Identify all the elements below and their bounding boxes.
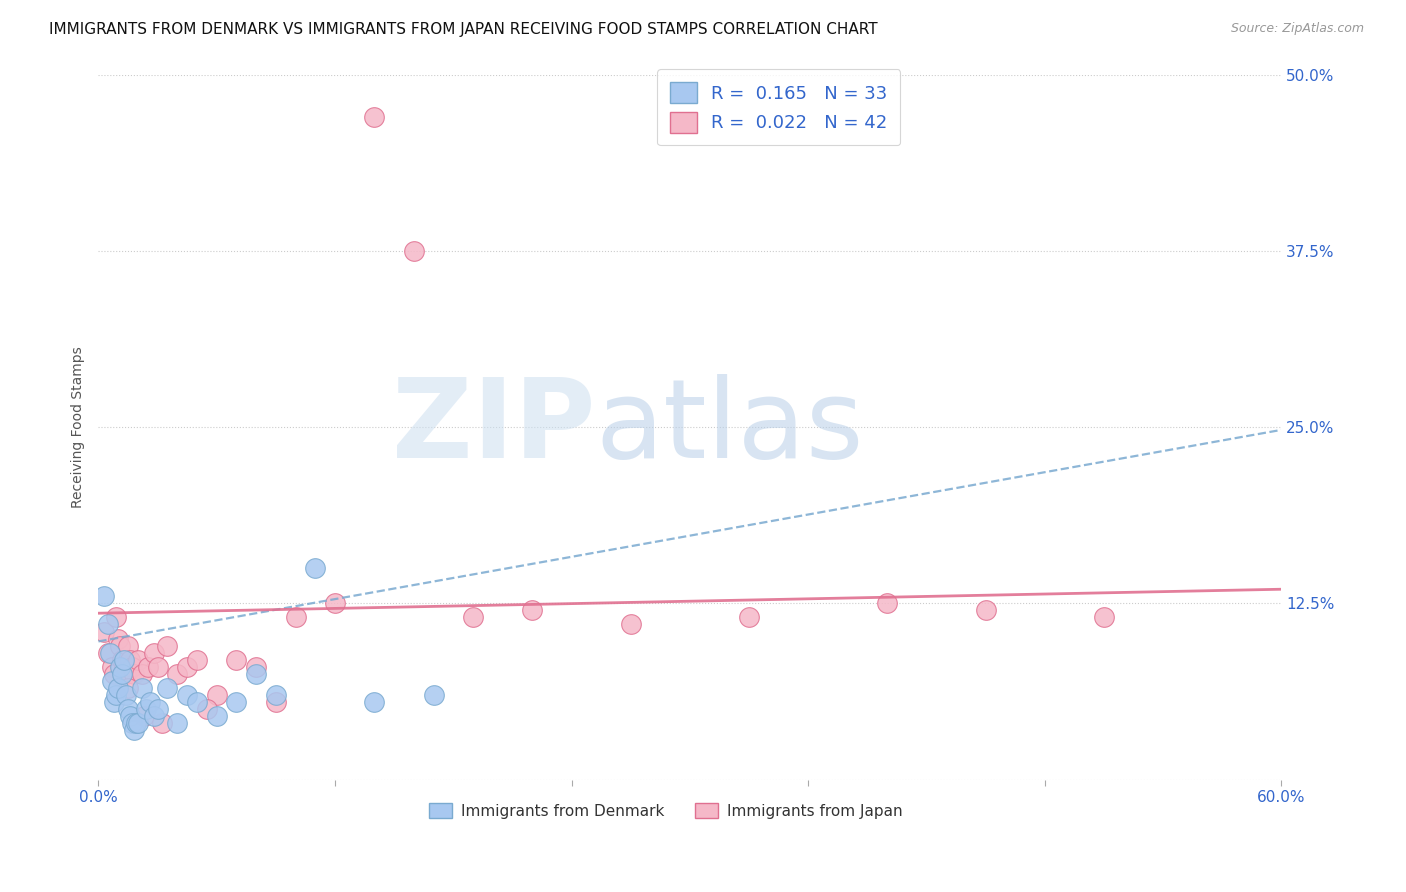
Point	[166, 666, 188, 681]
Point	[93, 589, 115, 603]
Point	[245, 666, 267, 681]
Point	[363, 110, 385, 124]
Point	[146, 702, 169, 716]
Point	[118, 709, 141, 723]
Point	[225, 695, 247, 709]
Text: Source: ZipAtlas.com: Source: ZipAtlas.com	[1230, 22, 1364, 36]
Point	[363, 695, 385, 709]
Point	[186, 695, 208, 709]
Point	[461, 610, 484, 624]
Point	[422, 688, 444, 702]
Point	[118, 653, 141, 667]
Point	[176, 660, 198, 674]
Point	[108, 660, 131, 674]
Point	[97, 617, 120, 632]
Point	[121, 716, 143, 731]
Point	[121, 660, 143, 674]
Point	[1092, 610, 1115, 624]
Point	[142, 709, 165, 723]
Point	[117, 702, 139, 716]
Point	[117, 681, 139, 695]
Point	[620, 617, 643, 632]
Point	[156, 639, 179, 653]
Point	[186, 653, 208, 667]
Point	[97, 646, 120, 660]
Point	[205, 688, 228, 702]
Point	[103, 695, 125, 709]
Point	[522, 603, 544, 617]
Point	[122, 666, 145, 681]
Point	[112, 660, 135, 674]
Point	[131, 666, 153, 681]
Point	[111, 653, 134, 667]
Point	[93, 624, 115, 639]
Point	[107, 632, 129, 646]
Point	[112, 653, 135, 667]
Legend: Immigrants from Denmark, Immigrants from Japan: Immigrants from Denmark, Immigrants from…	[423, 797, 910, 825]
Point	[138, 695, 160, 709]
Point	[264, 695, 287, 709]
Y-axis label: Receiving Food Stamps: Receiving Food Stamps	[72, 346, 86, 508]
Point	[738, 610, 761, 624]
Point	[108, 639, 131, 653]
Point	[98, 646, 121, 660]
Point	[105, 688, 128, 702]
Point	[876, 596, 898, 610]
Point	[205, 709, 228, 723]
Point	[150, 716, 173, 731]
Point	[166, 716, 188, 731]
Point	[284, 610, 307, 624]
Point	[115, 688, 138, 702]
Point	[107, 681, 129, 695]
Point	[117, 639, 139, 653]
Point	[136, 660, 159, 674]
Point	[402, 244, 425, 258]
Point	[132, 709, 155, 723]
Text: atlas: atlas	[595, 374, 863, 481]
Point	[323, 596, 346, 610]
Point	[176, 688, 198, 702]
Point	[156, 681, 179, 695]
Point	[195, 702, 218, 716]
Point	[101, 660, 124, 674]
Point	[225, 653, 247, 667]
Point	[974, 603, 997, 617]
Point	[146, 660, 169, 674]
Point	[125, 716, 148, 731]
Point	[127, 653, 149, 667]
Point	[115, 666, 138, 681]
Point	[103, 666, 125, 681]
Point	[245, 660, 267, 674]
Point	[131, 681, 153, 695]
Point	[135, 702, 157, 716]
Point	[105, 610, 128, 624]
Point	[142, 646, 165, 660]
Point	[101, 673, 124, 688]
Text: IMMIGRANTS FROM DENMARK VS IMMIGRANTS FROM JAPAN RECEIVING FOOD STAMPS CORRELATI: IMMIGRANTS FROM DENMARK VS IMMIGRANTS FR…	[49, 22, 877, 37]
Point	[122, 723, 145, 738]
Text: ZIP: ZIP	[392, 374, 595, 481]
Point	[127, 716, 149, 731]
Point	[111, 666, 134, 681]
Point	[304, 561, 326, 575]
Point	[264, 688, 287, 702]
